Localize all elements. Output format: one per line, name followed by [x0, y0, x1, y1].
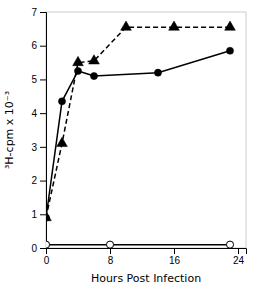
y-tick-mark	[40, 181, 46, 182]
series-marker	[225, 21, 236, 30]
x-tick-label: 24	[233, 255, 245, 266]
x-tick: 0	[44, 248, 50, 266]
series-marker	[74, 67, 81, 74]
x-tick-mark	[238, 248, 239, 254]
series-marker	[226, 47, 233, 54]
x-tick-label: 0	[44, 255, 50, 266]
series-marker	[89, 55, 100, 64]
y-tick-label: 7	[31, 7, 37, 18]
x-tick-mark	[110, 248, 111, 254]
series-marker	[73, 56, 84, 65]
series-marker	[169, 21, 180, 30]
y-tick-label: 3	[31, 142, 37, 153]
y-tick-mark	[40, 248, 46, 249]
x-axis: 0 8 16 24	[44, 248, 247, 266]
x-tick-label: 16	[169, 255, 181, 266]
x-tick: 24	[233, 248, 245, 266]
x-axis-title: Hours Post Infection	[91, 272, 201, 285]
y-tick-mark	[40, 12, 46, 13]
y-tick: 6	[31, 40, 46, 51]
series-marker	[46, 241, 50, 248]
y-tick-label: 6	[31, 40, 37, 51]
y-tick: 0	[31, 243, 46, 254]
y-tick-label: 0	[31, 243, 37, 254]
plot: 0 8 16 24 0 1 2 3 4 5 6 7	[31, 7, 246, 266]
series-group	[46, 21, 235, 248]
x-tick-label: 8	[108, 255, 114, 266]
y-axis: 0 1 2 3 4 5 6 7	[31, 7, 46, 254]
y-tick-label: 2	[31, 175, 37, 186]
y-tick: 5	[31, 74, 46, 85]
series-marker	[121, 21, 132, 30]
series-line	[46, 27, 230, 217]
x-tick-mark	[174, 248, 175, 254]
y-tick: 4	[31, 108, 46, 119]
chart: 0 8 16 24 0 1 2 3 4 5 6 7 Hours Post Infection ³H-cpm…	[0, 0, 260, 290]
y-tick-mark	[40, 113, 46, 114]
y-tick: 3	[31, 142, 46, 153]
y-tick-mark	[40, 79, 46, 80]
x-tick: 8	[108, 248, 114, 266]
series-marker	[106, 241, 113, 248]
y-tick-label: 5	[31, 74, 37, 85]
x-tick: 16	[169, 248, 181, 266]
series-marker	[46, 214, 50, 221]
plot-frame	[46, 12, 246, 248]
series-marker	[154, 69, 161, 76]
y-tick-label: 1	[31, 209, 37, 220]
series-marker	[226, 241, 233, 248]
series-marker	[90, 72, 97, 79]
y-tick-label: 4	[31, 108, 37, 119]
y-tick-mark	[40, 147, 46, 148]
y-tick: 1	[31, 209, 46, 220]
series-line	[46, 51, 230, 218]
series-marker	[58, 98, 65, 105]
series-marker	[57, 137, 68, 146]
y-tick: 2	[31, 175, 46, 186]
y-tick: 7	[31, 7, 46, 18]
y-tick-mark	[40, 46, 46, 47]
series-line	[46, 244, 230, 246]
y-axis-line	[40, 13, 47, 249]
y-tick-mark	[40, 214, 46, 215]
x-axis-line	[47, 249, 247, 255]
y-axis-title: ³H-cpm x 10⁻³	[3, 91, 16, 169]
